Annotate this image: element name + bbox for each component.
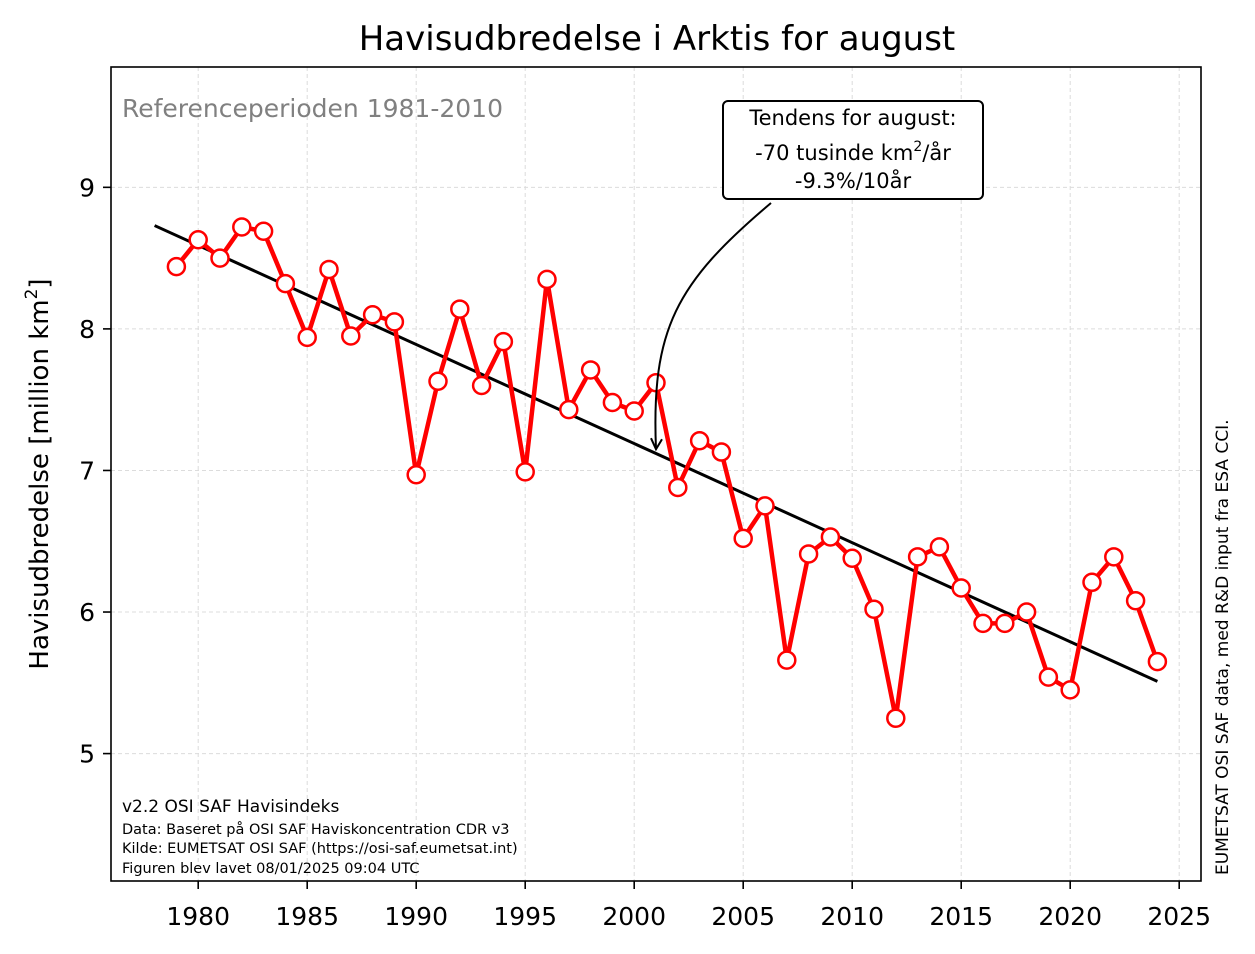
x-tick-label-2020: 2020 (1038, 902, 1102, 931)
data-point-2006 (755, 496, 775, 516)
data-point-2007 (777, 650, 797, 670)
y-axis-ticks: 5 6 7 8 9 (79, 173, 111, 769)
x-tick-label-2025: 2025 (1147, 902, 1211, 931)
data-point-1990 (406, 464, 426, 485)
data-point-1988 (362, 304, 383, 325)
x-tick-label-1995: 1995 (493, 902, 557, 931)
y-axis-label: Havisudbredelse [million km2] (22, 278, 55, 669)
data-point-2022 (1104, 547, 1124, 567)
data-point-2014 (929, 537, 950, 557)
data-point-1996 (537, 269, 557, 290)
data-point-2023 (1125, 590, 1146, 611)
annotation-arrowhead (650, 437, 663, 452)
annotation-line-2: -70 tusinde km2/år (755, 139, 951, 165)
data-point-1998 (580, 360, 601, 380)
side-note: EUMETSAT OSI SAF data, med R&D input fra… (1213, 419, 1233, 875)
data-point-2013 (907, 547, 928, 567)
data-point-2019 (1038, 667, 1059, 687)
series-line-0 (174, 224, 1160, 721)
data-point-2012 (886, 708, 906, 728)
footer-version: v2.2 OSI SAF Havisindeks (122, 797, 339, 817)
data-point-1999 (602, 392, 623, 413)
data-point-1995 (515, 462, 535, 482)
data-point-1985 (297, 327, 317, 348)
y-tick-label-7: 7 (79, 456, 95, 485)
data-point-2004 (711, 442, 732, 462)
reference-period-label: Referenceperioden 1981-2010 (122, 94, 503, 123)
chart-title: Havisudbredelse i Arktis for august (359, 19, 956, 59)
annotation-box (722, 100, 984, 200)
y-tick-label-5: 5 (79, 740, 95, 769)
annotation-line-1: Tendens for august: (748, 106, 956, 130)
data-point-1997 (559, 399, 579, 420)
footer-created: Figuren blev lavet 08/01/2025 09:04 UTC (122, 861, 419, 877)
x-tick-label-2015: 2015 (929, 902, 993, 931)
data-point-1987 (341, 326, 361, 346)
data-point-1982 (232, 217, 252, 237)
data-point-2008 (798, 544, 819, 564)
series-group (166, 217, 1168, 728)
data-point-2015 (951, 578, 971, 598)
data-point-2024 (1147, 651, 1168, 672)
footer-data: Data: Baseret på OSI SAF Haviskoncentrat… (122, 821, 510, 838)
data-point-2020 (1060, 680, 1080, 700)
data-point-1989 (384, 312, 405, 332)
x-tick-label-1980: 1980 (166, 902, 230, 931)
data-point-1984 (275, 273, 296, 294)
data-point-2016 (973, 613, 993, 634)
data-point-1986 (319, 259, 339, 280)
trend-line (153, 224, 1159, 683)
data-point-1991 (428, 371, 448, 392)
data-point-1993 (471, 375, 492, 396)
trend-annotation: Tendens for august: -70 tusinde km2/år -… (650, 100, 984, 452)
annotation-line-3: -9.3%/10år (795, 168, 912, 193)
plot-frame (110, 66, 1202, 882)
data-point-2002 (668, 477, 688, 498)
y-tick-label-9: 9 (79, 173, 95, 202)
x-tick-label-2005: 2005 (711, 902, 775, 931)
data-point-2017 (995, 613, 1015, 634)
data-point-1980 (188, 229, 208, 250)
data-point-2009 (820, 527, 841, 547)
x-tick-label-1985: 1985 (275, 902, 339, 931)
data-point-2000 (624, 401, 644, 421)
x-tick-label-1990: 1990 (384, 902, 448, 931)
data-point-2018 (1016, 602, 1037, 622)
data-point-2010 (842, 548, 862, 568)
y-tick-label-6: 6 (79, 598, 95, 627)
data-point-2003 (689, 430, 710, 451)
footer-notes: v2.2 OSI SAF Havisindeks Data: Baseret p… (122, 797, 518, 877)
data-point-1994 (493, 331, 514, 352)
x-tick-label-2010: 2010 (820, 902, 884, 931)
x-tick-label-2000: 2000 (602, 902, 666, 931)
data-point-2021 (1082, 572, 1102, 593)
y-tick-label-8: 8 (79, 315, 95, 344)
footer-source: Kilde: EUMETSAT OSI SAF (https://osi-saf… (122, 841, 518, 857)
annotation-arrow (654, 202, 772, 450)
data-point-2011 (864, 599, 884, 619)
data-point-1983 (253, 221, 274, 241)
data-point-1979 (166, 256, 187, 277)
x-axis-ticks: 1980 1985 1990 1995 2000 2005 2010 2015 2020 2025 (166, 881, 1211, 931)
data-point-1981 (210, 248, 230, 268)
data-point-1992 (450, 299, 470, 319)
data-point-2005 (733, 528, 753, 549)
trend-line-group (153, 224, 1159, 683)
